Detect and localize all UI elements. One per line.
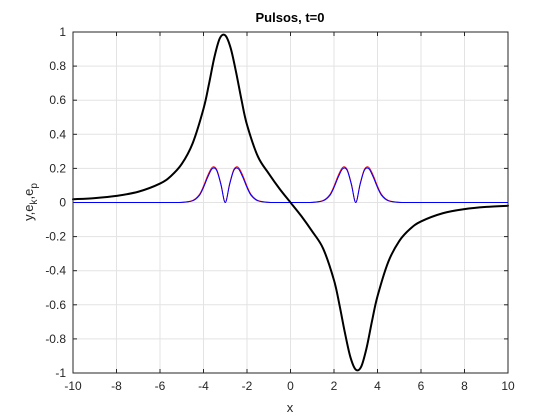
x-tick-label: 2: [331, 379, 338, 393]
x-tick-label: -10: [64, 379, 82, 393]
y-tick-label: 0: [59, 196, 66, 210]
series-layer: [72, 33, 509, 372]
x-tick-label: 8: [461, 379, 468, 393]
axes-frame: [72, 31, 509, 374]
y-tick-label: 1: [59, 25, 66, 39]
x-axis-label: x: [287, 400, 294, 415]
series-line-black: [72, 33, 509, 372]
y-tick-label: -0.6: [45, 298, 66, 312]
chart-title: Pulsos, t=0: [256, 10, 325, 25]
x-tick-label: 0: [287, 379, 294, 393]
y-axis-label: y,ek,ep: [21, 183, 40, 221]
y-tick-label: 0.4: [49, 127, 66, 141]
x-tick-label: -4: [198, 379, 209, 393]
y-tick-label: 0.2: [49, 161, 66, 175]
y-tick-label: 0.6: [49, 93, 66, 107]
x-tick-label: 10: [501, 379, 515, 393]
y-axis-label-sub1: k: [29, 199, 40, 205]
x-tick-labels: -10 -8 -6 -4 -2 0 2 4 6 8 10: [64, 379, 515, 393]
y-tick-label: -0.2: [45, 230, 66, 244]
y-tick-label: -0.8: [45, 332, 66, 346]
y-axis-label-sub2: p: [29, 183, 40, 189]
x-tick-label: 6: [418, 379, 425, 393]
y-axis-label-base: y,e: [21, 205, 36, 221]
y-tick-label: -1: [55, 366, 66, 380]
y-tick-label: 0.8: [49, 59, 66, 73]
x-tick-label: 4: [374, 379, 381, 393]
grid: [73, 32, 508, 373]
x-tick-label: -6: [155, 379, 166, 393]
x-tick-label: -8: [111, 379, 122, 393]
y-tick-label: -0.4: [45, 264, 66, 278]
x-tick-label: -2: [242, 379, 253, 393]
y-axis-label-mid: ,e: [21, 189, 36, 200]
y-tick-labels: -1 -0.8 -0.6 -0.4 -0.2 0 0.2 0.4 0.6 0.8 1: [45, 25, 66, 380]
